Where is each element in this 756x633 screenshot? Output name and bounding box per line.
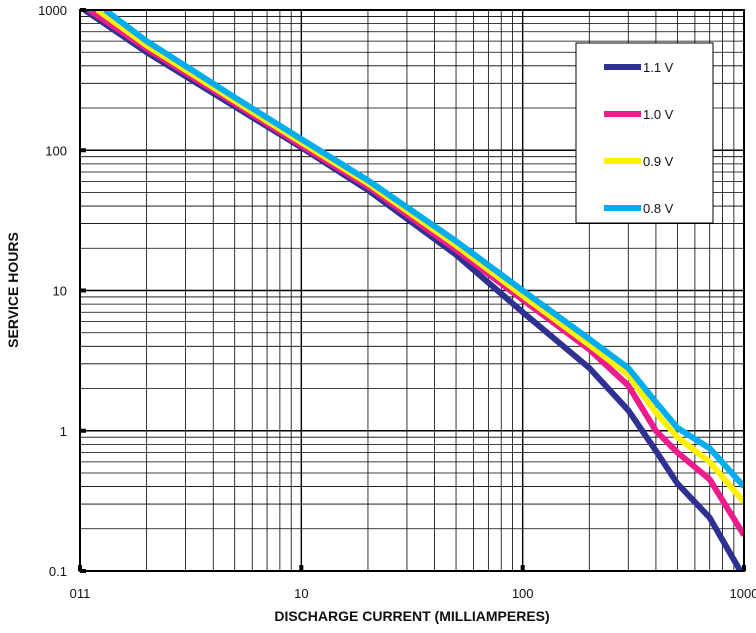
legend-swatch bbox=[604, 111, 641, 117]
legend-label: 0.9 V bbox=[643, 154, 674, 169]
x-tick-label: 100 bbox=[512, 586, 534, 601]
y-tick-label: 100 bbox=[45, 143, 67, 158]
y-tick-label: 10 bbox=[53, 284, 67, 299]
y-tick-mark bbox=[80, 289, 86, 293]
y-tick-mark bbox=[80, 148, 86, 152]
y-tick-mark bbox=[80, 569, 86, 573]
legend-label: 1.1 V bbox=[643, 60, 674, 75]
y-tick-label: 1000 bbox=[38, 3, 67, 18]
x-tick-mark bbox=[742, 565, 746, 571]
legend-label: 1.0 V bbox=[643, 107, 674, 122]
x-axis-title: DISCHARGE CURRENT (MILLIAMPERES) bbox=[274, 608, 549, 624]
y-tick-label: 1 bbox=[60, 424, 67, 439]
legend: 1.1 V 1.0 V 0.9 V 0.8 V bbox=[576, 43, 713, 223]
y-tick-mark bbox=[80, 8, 86, 12]
x-tick-label: 10 bbox=[294, 586, 308, 601]
y-tick-label: 0.1 bbox=[49, 564, 67, 579]
x-tick-mark bbox=[521, 565, 525, 571]
x-tick-label: 1000 bbox=[730, 586, 756, 601]
legend-swatch bbox=[604, 158, 641, 164]
y-axis-title: SERVICE HOURS bbox=[5, 232, 21, 348]
x-tick-label: 011 bbox=[70, 586, 91, 601]
x-tick-mark bbox=[299, 565, 303, 571]
y-tick-mark bbox=[80, 429, 86, 433]
legend-label: 0.8 V bbox=[643, 201, 674, 216]
legend-swatch bbox=[604, 205, 641, 211]
legend-swatch bbox=[604, 64, 641, 70]
